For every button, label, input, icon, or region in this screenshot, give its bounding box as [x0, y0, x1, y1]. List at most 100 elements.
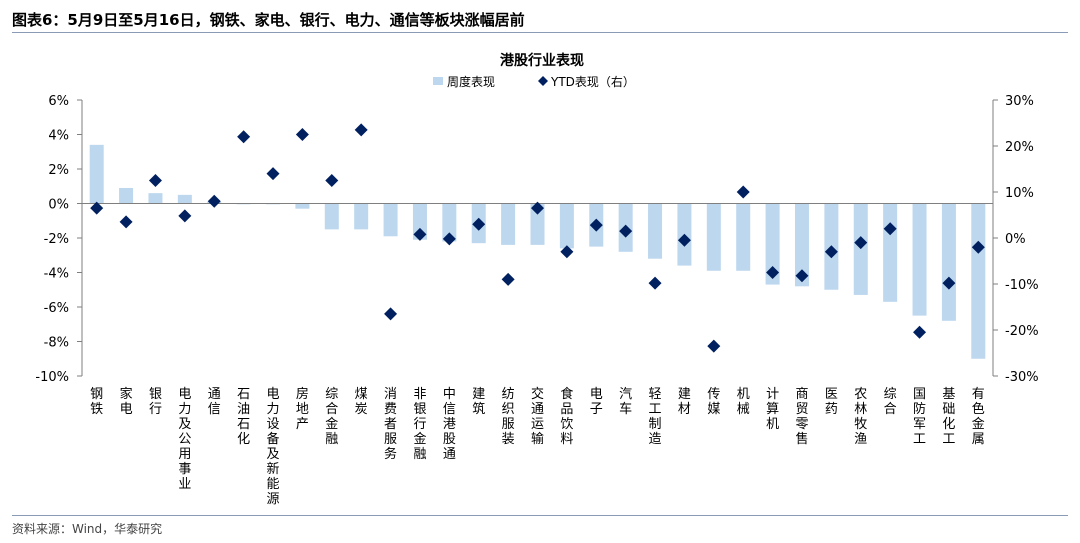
category-label: 综合 [884, 387, 897, 417]
legend: 周度表现 YTD表现（右） [433, 74, 635, 89]
left-tick-label: -4% [44, 267, 69, 282]
point-ytd [648, 276, 662, 290]
bar-weekly [383, 203, 398, 237]
bar-weekly [412, 203, 427, 240]
point-ytd [442, 232, 456, 246]
category-label: 计算机 [766, 387, 779, 432]
point-ytd [824, 245, 838, 259]
category-label: 非银行金融 [413, 387, 426, 462]
category-label: 房地产 [296, 386, 309, 432]
bar-weekly [794, 203, 809, 287]
category-label: 电力设备及新能源 [267, 387, 280, 507]
plot-area: -10% -8% -6% -4% -2% 0% 2% 4% 6% -30% -20% -10% 0% 10… [35, 94, 1038, 507]
point-ytd [766, 266, 780, 279]
point-ytd [501, 272, 515, 286]
bar-weekly [89, 144, 104, 204]
point-ytd [736, 185, 750, 199]
point-ytd [178, 209, 192, 223]
category-label: 中信港股通 [443, 387, 456, 462]
right-tick-label: -10% [1005, 278, 1039, 293]
chart-canvas: 港股行业表现 周度表现 YTD表现（右） -10% -8% -6% -4% -2% 0% 2… [35, 52, 1038, 507]
category-label: 汽车 [619, 387, 632, 417]
bar-weekly [559, 203, 574, 249]
category-label: 家电 [120, 386, 133, 417]
bar-weekly [736, 203, 751, 271]
category-label: 医药 [825, 387, 838, 417]
category-label: 机械 [737, 387, 750, 417]
point-ytd [531, 201, 544, 215]
category-label: 基础化工 [942, 387, 955, 447]
point-ytd [266, 167, 280, 181]
chart-title: 港股行业表现 [500, 52, 584, 69]
right-tick-label: -20% [1005, 324, 1039, 339]
category-label: 传媒 [707, 387, 720, 417]
point-ytd [413, 227, 427, 241]
right-tick-label: 10% [1005, 186, 1034, 201]
point-ytd [148, 174, 162, 187]
bar-weekly [119, 187, 134, 204]
category-label: 国防军工 [913, 387, 926, 447]
legend-diamond-swatch [538, 76, 548, 86]
category-label: 食品饮料 [560, 386, 573, 447]
category-label: 交通运输 [531, 386, 544, 447]
bar-weekly [177, 194, 192, 204]
category-label: 煤炭 [355, 387, 368, 417]
point-ytd [942, 276, 956, 290]
left-tick-label: 4% [48, 129, 69, 144]
right-tick-label: 30% [1005, 94, 1034, 109]
right-tick-label: -30% [1005, 370, 1039, 385]
point-ytd [119, 215, 133, 229]
bar-weekly [648, 203, 663, 259]
legend-diamond-label: YTD表现（右） [550, 74, 635, 89]
point-ytd [384, 307, 398, 321]
bar-weekly [501, 203, 516, 245]
category-label: 通信 [208, 387, 221, 417]
category-label: 建材 [678, 387, 691, 417]
category-label: 综合金融 [325, 387, 338, 447]
point-ytd [677, 233, 691, 247]
left-tick-label: 2% [48, 163, 69, 178]
bar-weekly [912, 203, 927, 316]
top-divider [12, 32, 1068, 33]
point-ytd [589, 218, 603, 232]
left-tick-label: -6% [44, 301, 69, 316]
bar-weekly [324, 203, 339, 230]
point-ytd [854, 236, 868, 250]
figure-title: 图表6：5月9日至5月16日，钢铁、家电、银行、电力、通信等板块涨幅居前 [12, 11, 525, 29]
category-label: 轻工制造 [649, 387, 662, 447]
right-tick-label: 0% [1005, 232, 1026, 247]
bar-weekly [853, 203, 868, 295]
legend-bar-swatch [433, 77, 443, 85]
category-label: 石油石化 [237, 387, 250, 447]
category-label: 钢铁 [90, 387, 103, 417]
category-label: 纺织服装 [502, 387, 515, 447]
point-ytd [237, 130, 251, 144]
bar-weekly [442, 203, 457, 242]
category-label: 消费者服务 [384, 387, 397, 462]
bar-weekly [971, 203, 986, 359]
point-ytd [913, 325, 927, 339]
category-label: 银行 [149, 387, 162, 417]
bottom-divider [12, 515, 1068, 516]
point-ytd [560, 245, 574, 259]
category-label: 电子 [590, 387, 603, 417]
source-note: 资料来源：Wind，华泰研究 [12, 522, 163, 536]
bar-weekly [148, 193, 163, 204]
point-ytd [883, 222, 897, 236]
category-label: 有色金属 [972, 387, 985, 447]
category-label: 农林牧渔 [854, 387, 867, 447]
point-ytd [472, 217, 486, 231]
category-label: 商贸零售 [795, 387, 808, 447]
left-tick-label: -8% [44, 336, 69, 351]
point-ytd [971, 240, 985, 254]
bar-weekly [883, 203, 898, 302]
bar-weekly [295, 203, 310, 209]
category-label: 建筑 [472, 387, 485, 417]
point-ytd [707, 339, 721, 353]
right-tick-label: 20% [1005, 140, 1034, 155]
legend-bar-label: 周度表现 [447, 74, 495, 89]
point-ytd [619, 224, 633, 238]
left-tick-label: -10% [35, 370, 69, 385]
left-tick-label: 0% [48, 198, 69, 213]
point-ytd [795, 269, 809, 283]
